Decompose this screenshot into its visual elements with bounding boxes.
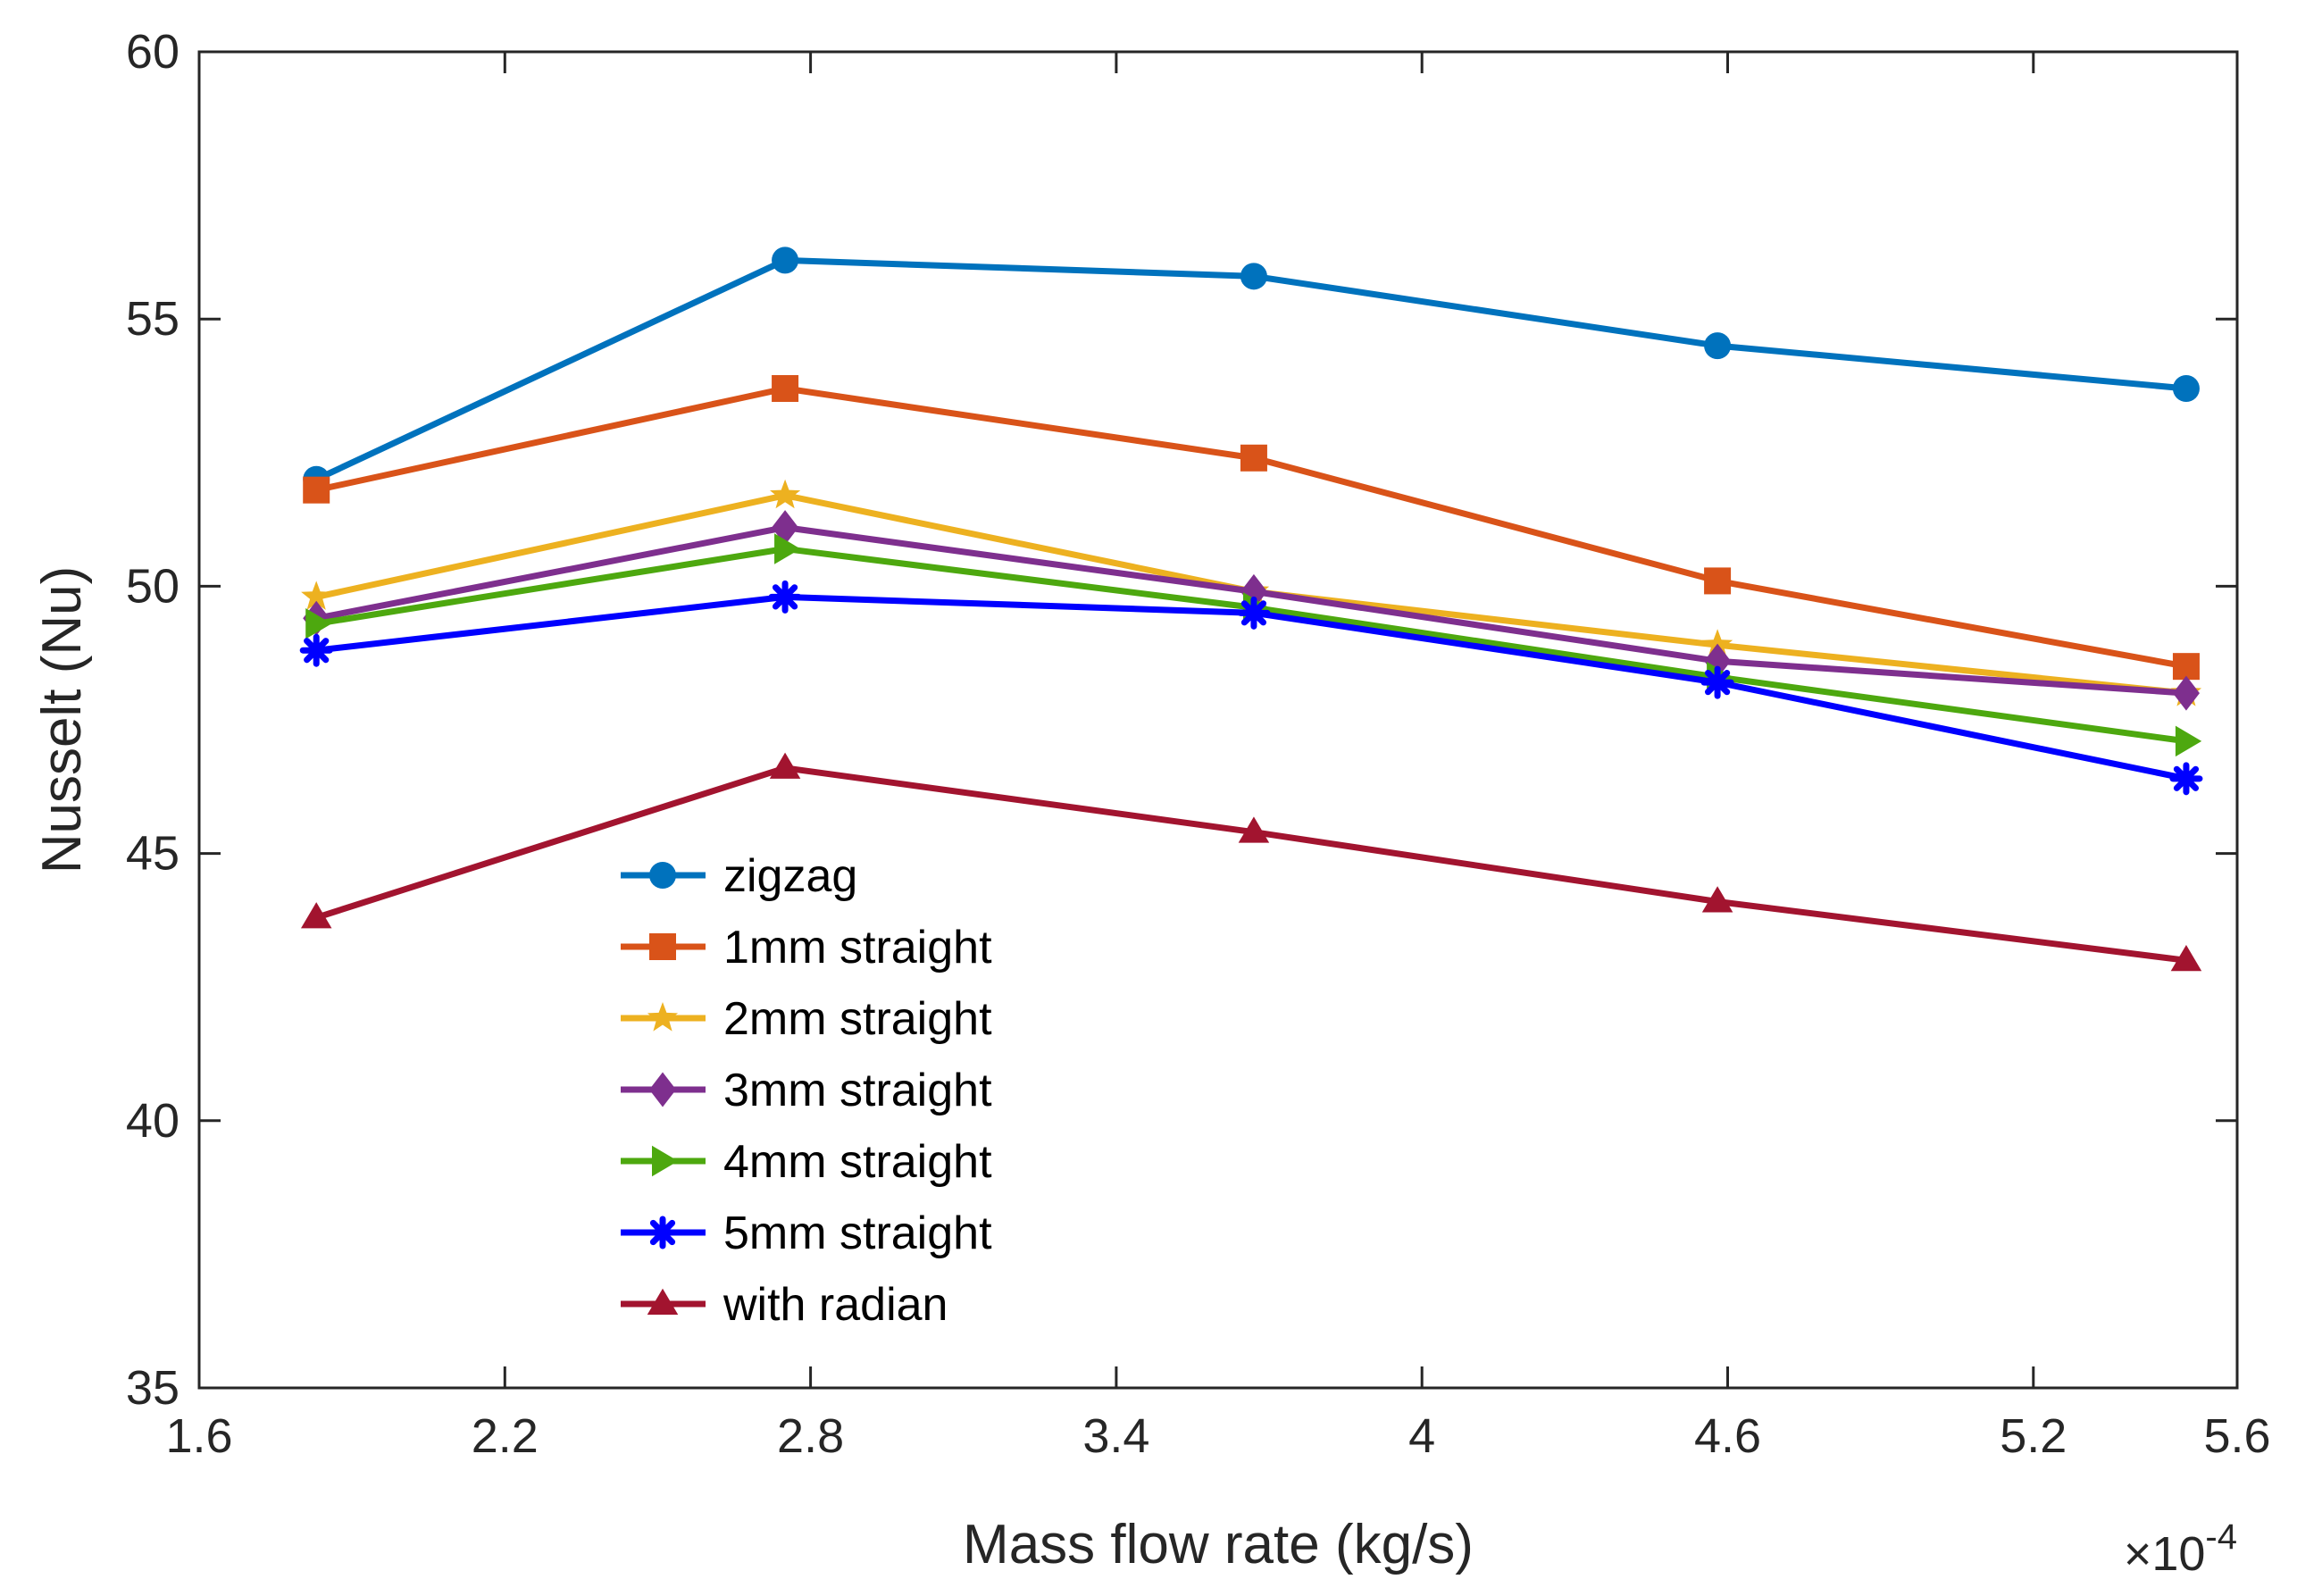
legend-item: 4mm straight: [621, 1136, 992, 1188]
data-point: [770, 479, 801, 509]
legend: zigzag 1mm straight 2mm straight 3mm straig…: [607, 848, 1054, 1344]
data-point: [772, 374, 799, 402]
data-point: [301, 581, 332, 610]
series-1mm-straight: [303, 374, 2200, 681]
data-point: [1701, 886, 1733, 913]
data-point: [1240, 263, 1267, 290]
x-axis-label: Mass flow rate (kg/s): [963, 1514, 1474, 1575]
data-point: [768, 580, 802, 614]
data-point: [1237, 596, 1271, 630]
y-tick-label: 50: [126, 559, 180, 613]
legend-label: 5mm straight: [723, 1207, 992, 1259]
y-tick-label: 45: [126, 827, 180, 881]
x-tick-label: 4: [1408, 1409, 1435, 1463]
series-with-radian: [300, 752, 2202, 972]
y-axis: 35 40 45 50 55 60: [126, 25, 2237, 1415]
data-point: [1240, 444, 1267, 472]
data-point: [305, 608, 332, 639]
legend-item: zigzag: [621, 850, 857, 902]
legend-label: 3mm straight: [723, 1065, 992, 1116]
legend-label: 4mm straight: [723, 1136, 992, 1188]
plot-area: [197, 50, 2239, 1390]
legend-item: with radian: [621, 1279, 948, 1331]
legend-item: 2mm straight: [621, 993, 992, 1045]
x-tick-label: 5.2: [2000, 1409, 2067, 1463]
legend-item: 3mm straight: [621, 1065, 992, 1116]
data-point: [1704, 567, 1732, 595]
data-point: [772, 247, 799, 274]
x-tick-label: 4.6: [1694, 1409, 1761, 1463]
legend-label: 2mm straight: [723, 993, 992, 1045]
data-point: [2169, 762, 2203, 796]
series-layer: [299, 247, 2203, 972]
legend-marker: [647, 1002, 679, 1032]
x-tick-label: 3.4: [1082, 1409, 1149, 1463]
series-5mm-straight: [299, 580, 2203, 796]
legend-label: with radian: [723, 1279, 948, 1331]
data-point: [1238, 816, 1270, 843]
x-multiplier-exponent: -4: [2205, 1517, 2237, 1557]
legend-label: 1mm straight: [723, 922, 992, 973]
data-point: [2172, 675, 2200, 711]
data-point: [2175, 725, 2202, 757]
legend-item: 5mm straight: [621, 1207, 992, 1259]
data-point: [303, 476, 330, 504]
data-point: [2172, 374, 2200, 402]
series-zigzag: [303, 247, 2200, 493]
y-tick-label: 40: [126, 1094, 180, 1148]
x-tick-label: 2.2: [472, 1409, 539, 1463]
x-axis-multiplier: ×10-4: [2124, 1517, 2237, 1581]
data-point: [774, 533, 801, 564]
data-point: [299, 633, 333, 667]
legend-marker: [647, 1288, 679, 1315]
legend-item: 1mm straight: [621, 922, 992, 973]
x-tick-label: 2.8: [777, 1409, 844, 1463]
x-axis: 1.6 2.2 2.8 3.4 4 4.6 5.2 5.6: [165, 52, 2271, 1463]
legend-marker: [649, 862, 676, 889]
x-multiplier-base: ×10: [2124, 1527, 2206, 1581]
y-tick-label: 60: [126, 25, 180, 79]
y-axis-label: Nusselt (Nu): [31, 566, 93, 874]
data-point: [769, 752, 801, 779]
legend-marker: [649, 1072, 676, 1107]
legend-marker: [649, 933, 676, 960]
legend-marker: [646, 1216, 680, 1249]
x-tick-label: 1.6: [165, 1409, 232, 1463]
axes-box: [197, 50, 2239, 1390]
data-point: [1702, 629, 1733, 658]
legend-box: [607, 848, 1054, 1344]
data-point: [1704, 332, 1732, 360]
legend-marker: [652, 1145, 679, 1177]
legend-label: zigzag: [723, 850, 857, 902]
data-point: [300, 902, 332, 929]
data-point: [1700, 665, 1734, 699]
data-point: [2172, 653, 2200, 681]
data-point: [2170, 945, 2202, 972]
y-tick-label: 55: [126, 292, 180, 346]
y-tick-label: 35: [126, 1361, 180, 1415]
x-tick-label: 5.6: [2203, 1409, 2270, 1463]
